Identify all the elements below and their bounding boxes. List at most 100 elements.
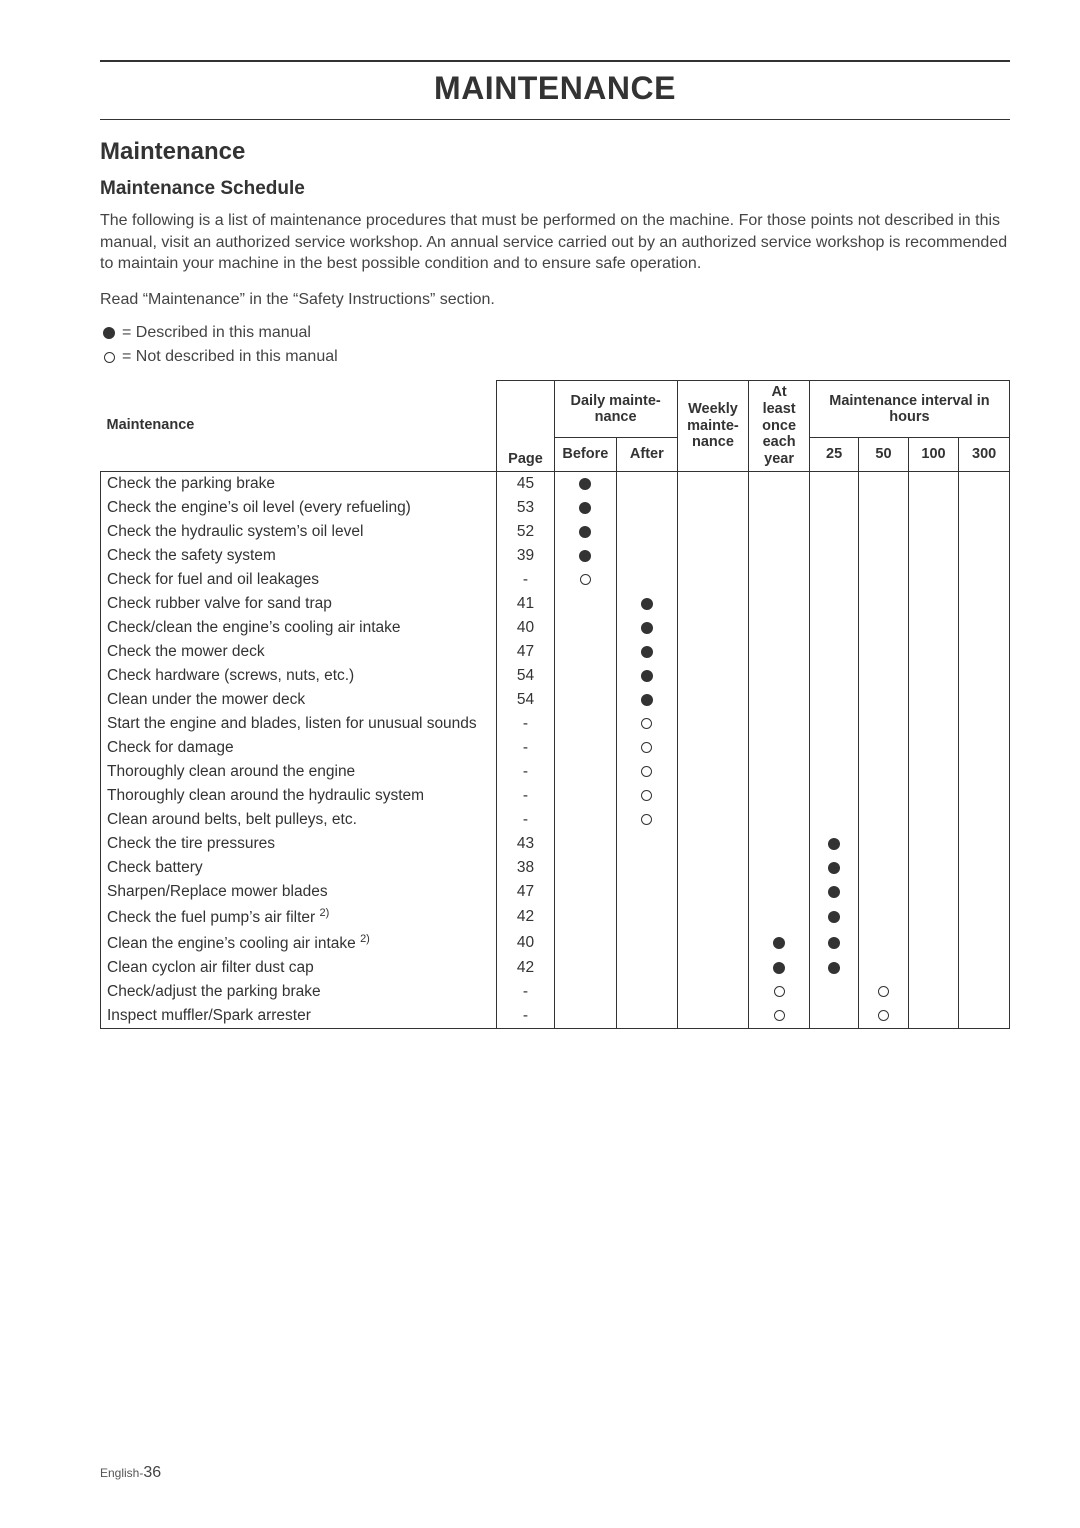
row-label: Clean around belts, belt pulleys, etc. — [101, 808, 497, 832]
row-weekly — [677, 880, 749, 904]
row-300h — [959, 880, 1010, 904]
row-after — [617, 736, 678, 760]
row-weekly — [677, 688, 749, 712]
row-300h — [959, 760, 1010, 784]
row-300h — [959, 592, 1010, 616]
row-page: 40 — [497, 930, 554, 956]
row-page: 42 — [497, 956, 554, 980]
row-page: 54 — [497, 664, 554, 688]
row-before — [554, 980, 616, 1004]
row-year — [749, 930, 810, 956]
row-50h — [859, 784, 908, 808]
row-50h — [859, 688, 908, 712]
table-row: Check the safety system39 — [101, 544, 1010, 568]
row-page: 47 — [497, 640, 554, 664]
row-100h — [908, 568, 959, 592]
table-row: Sharpen/Replace mower blades47 — [101, 880, 1010, 904]
row-after — [617, 930, 678, 956]
table-row: Check hardware (screws, nuts, etc.)54 — [101, 664, 1010, 688]
row-page: 45 — [497, 471, 554, 496]
row-page: 42 — [497, 904, 554, 930]
row-year — [749, 664, 810, 688]
row-weekly — [677, 980, 749, 1004]
row-100h — [908, 664, 959, 688]
row-label: Clean under the mower deck — [101, 688, 497, 712]
row-25h — [809, 832, 858, 856]
row-after — [617, 664, 678, 688]
row-weekly — [677, 712, 749, 736]
table-row: Check for fuel and oil leakages- — [101, 568, 1010, 592]
row-before — [554, 712, 616, 736]
row-page: 41 — [497, 592, 554, 616]
row-page: 43 — [497, 832, 554, 856]
row-label: Sharpen/Replace mower blades — [101, 880, 497, 904]
row-before — [554, 784, 616, 808]
page-footer: English-36 — [100, 1464, 161, 1482]
row-weekly — [677, 640, 749, 664]
row-label: Check hardware (screws, nuts, etc.) — [101, 664, 497, 688]
row-before — [554, 640, 616, 664]
row-300h — [959, 832, 1010, 856]
col-page: Page — [508, 451, 543, 467]
row-300h — [959, 544, 1010, 568]
row-25h — [809, 592, 858, 616]
row-year — [749, 712, 810, 736]
col-interval: Maintenance interval in hours — [829, 393, 989, 426]
row-50h — [859, 832, 908, 856]
row-25h — [809, 930, 858, 956]
legend-empty-text: = Not described in this manual — [122, 348, 338, 366]
row-100h — [908, 736, 959, 760]
row-100h — [908, 760, 959, 784]
row-before — [554, 930, 616, 956]
row-after — [617, 880, 678, 904]
row-page: - — [497, 1004, 554, 1029]
row-after — [617, 712, 678, 736]
row-100h — [908, 496, 959, 520]
row-before — [554, 856, 616, 880]
row-year — [749, 760, 810, 784]
row-after — [617, 568, 678, 592]
row-weekly — [677, 832, 749, 856]
table-row: Check/clean the engine’s cooling air int… — [101, 616, 1010, 640]
intro-paragraph: The following is a list of maintenance p… — [100, 210, 1010, 275]
row-25h — [809, 640, 858, 664]
row-before — [554, 568, 616, 592]
row-weekly — [677, 664, 749, 688]
row-weekly — [677, 592, 749, 616]
footer-lang: English- — [100, 1466, 143, 1480]
row-50h — [859, 956, 908, 980]
row-weekly — [677, 544, 749, 568]
row-year — [749, 520, 810, 544]
row-label: Check for fuel and oil leakages — [101, 568, 497, 592]
table-row: Clean the engine’s cooling air intake 2)… — [101, 930, 1010, 956]
row-year — [749, 544, 810, 568]
row-before — [554, 688, 616, 712]
row-before — [554, 832, 616, 856]
table-row: Check the hydraulic system’s oil level52 — [101, 520, 1010, 544]
row-50h — [859, 520, 908, 544]
row-weekly — [677, 471, 749, 496]
row-after — [617, 616, 678, 640]
row-label: Check rubber valve for sand trap — [101, 592, 497, 616]
col-before: Before — [554, 438, 616, 471]
subsection-title: Maintenance Schedule — [100, 178, 1010, 200]
row-50h — [859, 904, 908, 930]
row-100h — [908, 808, 959, 832]
row-year — [749, 616, 810, 640]
row-25h — [809, 956, 858, 980]
row-weekly — [677, 760, 749, 784]
row-50h — [859, 544, 908, 568]
row-100h — [908, 592, 959, 616]
row-page: - — [497, 980, 554, 1004]
row-after — [617, 760, 678, 784]
table-row: Start the engine and blades, listen for … — [101, 712, 1010, 736]
row-300h — [959, 688, 1010, 712]
chapter-title: MAINTENANCE — [100, 70, 1010, 107]
col-50: 50 — [859, 438, 908, 471]
row-100h — [908, 1004, 959, 1029]
row-year — [749, 904, 810, 930]
row-label: Start the engine and blades, listen for … — [101, 712, 497, 736]
table-row: Clean cyclon air filter dust cap42 — [101, 956, 1010, 980]
row-label: Check the parking brake — [101, 471, 497, 496]
row-25h — [809, 496, 858, 520]
